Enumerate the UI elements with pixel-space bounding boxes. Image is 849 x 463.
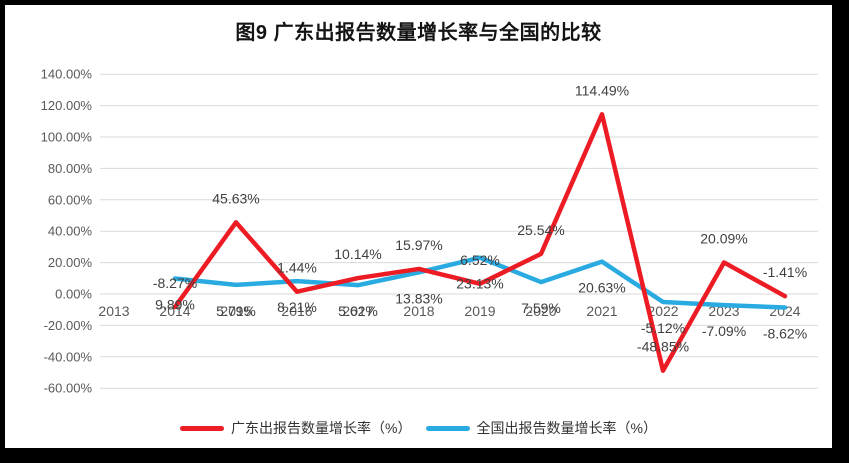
data-label: 23.13%	[456, 276, 503, 292]
data-label: 1.44%	[277, 260, 317, 276]
y-axis-tick-label: -40.00%	[44, 349, 93, 364]
y-axis-tick-label: 80.00%	[48, 161, 93, 176]
data-label: 13.83%	[395, 290, 442, 306]
x-axis-tick-label: 2016	[281, 303, 312, 319]
data-label: 20.09%	[700, 230, 747, 246]
y-axis-tick-label: 100.00%	[41, 130, 93, 145]
y-axis-tick-label: -20.00%	[44, 318, 93, 333]
data-label: -7.09%	[702, 323, 746, 339]
data-label: 6.52%	[460, 252, 500, 268]
x-axis-tick-label: 2021	[586, 303, 617, 319]
data-label: 114.49%	[575, 82, 629, 98]
legend-swatch-guangdong-red-line	[180, 425, 225, 431]
x-axis-tick-label: 2020	[525, 303, 556, 319]
legend-item-national: 全国出报告数量增长率（%）	[425, 418, 657, 438]
x-axis-tick-label: 2015	[220, 303, 251, 319]
data-label: -8.27%	[153, 275, 197, 291]
x-axis-tick-label: 2019	[464, 303, 495, 319]
y-axis-tick-label: 60.00%	[48, 192, 93, 207]
data-label: -5.12%	[641, 320, 685, 336]
data-label: 7.59%	[521, 300, 561, 316]
y-axis-tick-label: 20.00%	[48, 255, 93, 270]
legend-label-guangdong: 广东出报告数量增长率（%）	[231, 420, 412, 436]
data-label: 5.79%	[216, 303, 256, 319]
y-axis-tick-label: 0.00%	[55, 287, 92, 302]
x-axis-tick-label: 2013	[98, 303, 129, 319]
chart-legend: 广东出报告数量增长率（%） 全国出报告数量增长率（%）	[5, 418, 832, 438]
series-line-guangdong	[172, 112, 788, 373]
data-label: 5.62%	[338, 303, 378, 319]
data-label: -8.62%	[763, 326, 807, 342]
x-axis-tick-label: 2018	[403, 303, 434, 319]
data-label: 9.89%	[155, 296, 195, 312]
legend-swatch-national-blue-line	[425, 425, 470, 431]
data-label: 25.54%	[517, 222, 564, 238]
data-label: 10.14%	[334, 246, 381, 262]
x-axis-tick-label: 2022	[647, 303, 678, 319]
line-chart-plot: 140.00% 120.00% 100.00% 80.00% 60.00% 40.00% 2…	[41, 67, 818, 396]
data-label: -48.85%	[637, 339, 689, 355]
legend-label-national: 全国出报告数量增长率（%）	[476, 420, 657, 436]
y-axis-tick-label: 40.00%	[48, 224, 93, 239]
y-axis-tick-label: 120.00%	[41, 98, 93, 113]
data-label: 15.97%	[395, 237, 442, 253]
series-line-national	[172, 255, 788, 310]
x-axis-tick-label: 2014	[159, 303, 190, 319]
data-label: 45.63%	[212, 190, 259, 206]
data-label: -1.41%	[763, 264, 807, 280]
data-label: 8.21%	[277, 299, 317, 315]
x-axis-tick-label: 2017	[342, 303, 373, 319]
y-axis-tick-label: 140.00%	[41, 67, 93, 82]
y-axis-tick-label: -60.00%	[44, 381, 93, 396]
data-label: 20.63%	[578, 280, 625, 296]
chart-title: 图9 广东出报告数量增长率与全国的比较	[235, 22, 602, 44]
chart-canvas: 图9 广东出报告数量增长率与全国的比较 140.00% 120.00% 100.00…	[5, 5, 832, 448]
legend-item-guangdong: 广东出报告数量增长率（%）	[180, 418, 412, 438]
